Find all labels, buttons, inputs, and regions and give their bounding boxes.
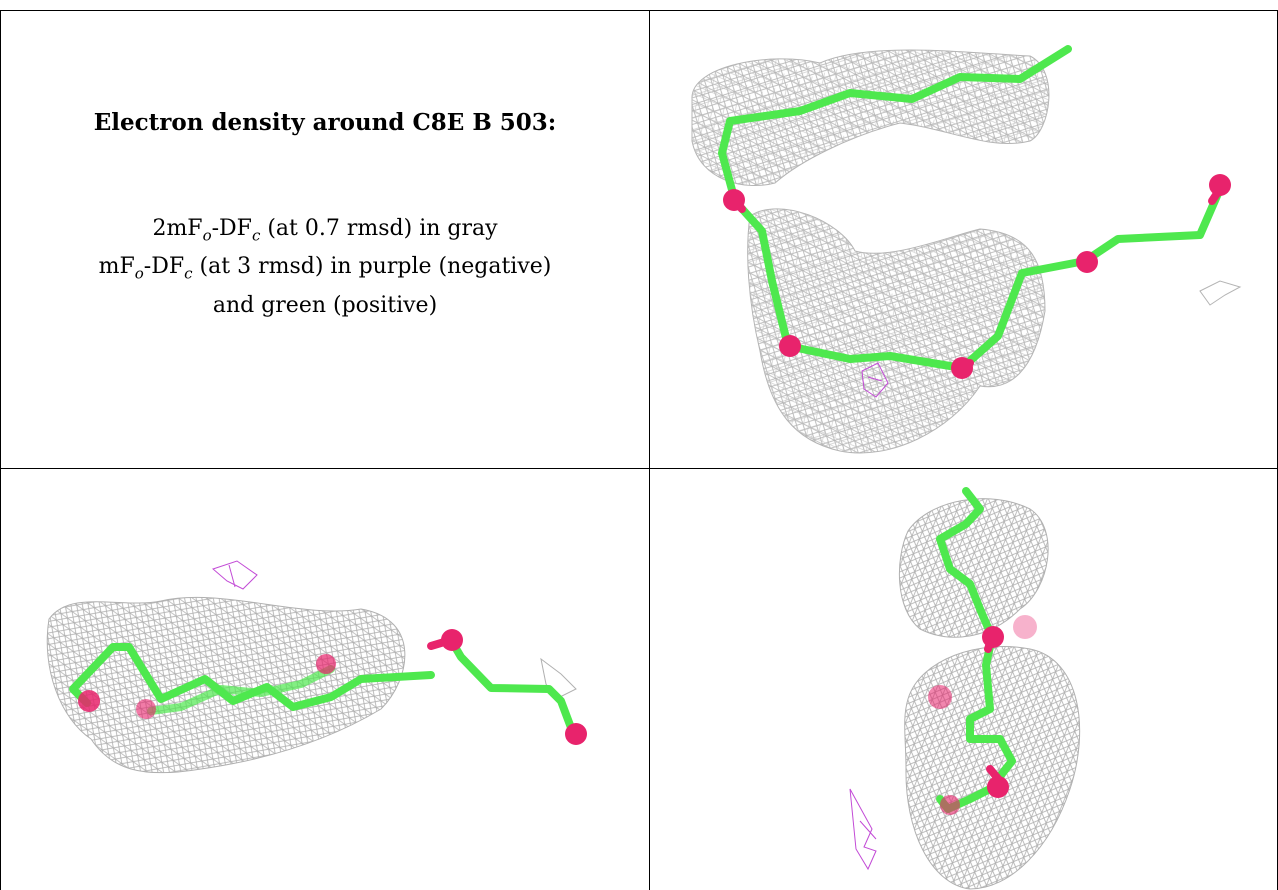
- caption-line-2: mFo-DFc (at 3 rmsd) in purple (negative): [1, 251, 649, 289]
- caption-line-3: and green (positive): [212, 292, 438, 318]
- caption-line-1-mid: -DF: [211, 216, 252, 241]
- caption-line-1: 2mFo-DFc (at 0.7 rmsd) in gray: [1, 213, 649, 251]
- mesh-negative-density: [861, 362, 889, 398]
- mesh-2fofc: [691, 49, 1242, 454]
- caption-line-1-suffix: (at 0.7 rmsd) in gray: [260, 216, 498, 241]
- mesh-2fofc: [46, 596, 577, 774]
- caption-body: 2mFo-DFc (at 0.7 rmsd) in gray mFo-DFc (…: [1, 213, 649, 321]
- oxygen-atoms: [78, 629, 587, 745]
- caption-line-2-mid: -DF: [143, 254, 185, 280]
- caption-cell: Electron density around C8E B 503: 2mFo-…: [1, 11, 649, 468]
- ligand-sticks: [69, 636, 577, 737]
- border-top: [0, 10, 1278, 11]
- border-left: [0, 10, 1, 890]
- density-panel-bottom-right: [650, 469, 1277, 890]
- border-center: [649, 10, 650, 890]
- caption-line-2-suffix: (at 3 rmsd) in purple (negative): [192, 254, 552, 280]
- caption-line-2-sub-o: o: [134, 264, 144, 283]
- density-panel-top-right: [650, 11, 1277, 468]
- density-panel-bottom-left: [1, 469, 649, 890]
- oxygen-atoms: [928, 615, 1037, 815]
- density-image-side-view: [46, 560, 587, 774]
- caption-line-1-prefix: 2mF: [152, 216, 203, 241]
- caption-line-2-prefix: mF: [98, 254, 135, 280]
- caption-line-1-sub-c: c: [251, 226, 261, 245]
- density-image-front-view: [691, 45, 1242, 454]
- oxygen-atoms: [723, 174, 1231, 379]
- mesh-negative-density: [849, 788, 877, 871]
- density-image-top-view: [849, 487, 1081, 890]
- border-middle: [0, 468, 1278, 469]
- caption-line-1-sub-o: o: [202, 226, 212, 245]
- caption-line-2-sub-c: c: [184, 264, 193, 283]
- caption-title: Electron density around C8E B 503:: [93, 109, 557, 136]
- mesh-negative-density: [212, 560, 258, 590]
